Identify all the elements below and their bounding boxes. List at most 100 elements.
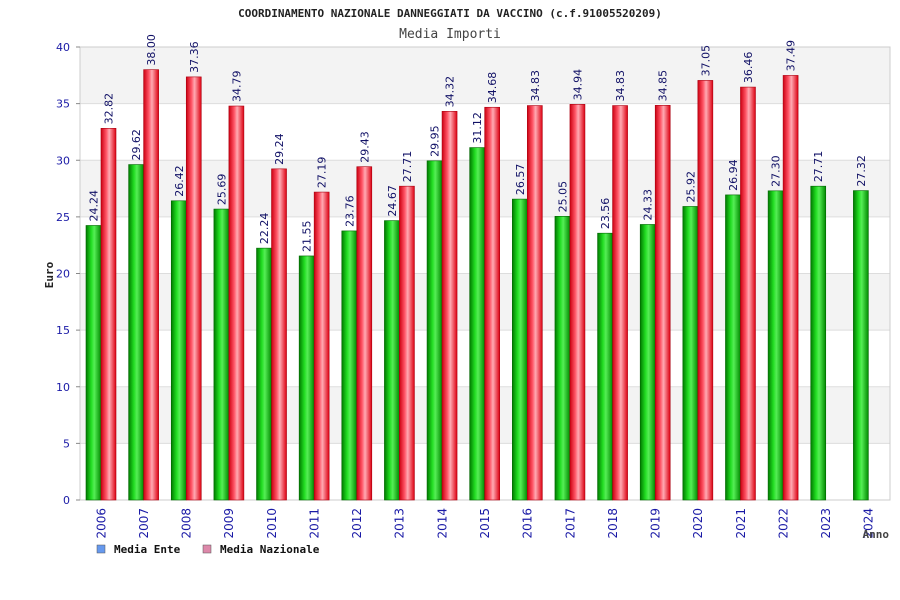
data-label: 26.42 bbox=[173, 165, 186, 197]
data-label: 25.92 bbox=[684, 171, 697, 203]
data-label: 36.46 bbox=[742, 52, 755, 84]
data-label: 23.56 bbox=[599, 198, 612, 230]
y-tick-label: 35 bbox=[56, 98, 70, 111]
data-label: 26.94 bbox=[727, 159, 740, 191]
y-tick-label: 5 bbox=[63, 437, 70, 450]
bar-media-nazionale-2017 bbox=[569, 104, 586, 501]
data-label: 27.32 bbox=[855, 155, 868, 187]
bar-media-nazionale-2019 bbox=[654, 105, 671, 501]
x-tick-label: 2007 bbox=[137, 508, 151, 539]
bar-media-ente-2008 bbox=[170, 200, 187, 501]
x-tick-label: 2021 bbox=[734, 508, 748, 539]
bar-media-nazionale-2020 bbox=[697, 80, 714, 501]
data-label: 25.05 bbox=[556, 181, 569, 213]
data-label: 34.32 bbox=[444, 76, 457, 108]
legend-label-media-nazionale: Media Nazionale bbox=[220, 543, 320, 556]
bar-media-nazionale-2013 bbox=[399, 185, 415, 501]
bar-media-nazionale-2018 bbox=[612, 105, 628, 501]
legend-swatch-media-nazionale bbox=[202, 544, 212, 554]
data-label: 26.57 bbox=[514, 164, 527, 196]
x-tick-label: 2016 bbox=[521, 508, 535, 539]
data-label: 22.24 bbox=[258, 213, 271, 245]
y-tick-label: 10 bbox=[56, 381, 70, 394]
bar-media-ente-2024 bbox=[853, 190, 869, 501]
data-label: 34.85 bbox=[657, 70, 670, 102]
bar-media-nazionale-2021 bbox=[740, 86, 756, 501]
data-label: 25.69 bbox=[215, 174, 228, 205]
x-tick-label: 2010 bbox=[265, 508, 279, 539]
bar-media-ente-2022 bbox=[767, 190, 784, 501]
bar-media-ente-2007 bbox=[128, 164, 144, 501]
bar-media-ente-2018 bbox=[597, 232, 613, 501]
data-label: 34.68 bbox=[486, 72, 499, 104]
bar-media-nazionale-2010 bbox=[271, 168, 287, 501]
legend-swatch-media-ente bbox=[96, 544, 106, 554]
legend: Media Ente Media Nazionale bbox=[96, 543, 320, 556]
x-tick-label: 2006 bbox=[94, 508, 108, 539]
bar-media-nazionale-2006 bbox=[100, 128, 117, 501]
bar-media-ente-2009 bbox=[213, 208, 230, 501]
bar-media-ente-2014 bbox=[426, 160, 443, 501]
bar-media-nazionale-2016 bbox=[527, 105, 543, 501]
bar-media-nazionale-2022 bbox=[782, 75, 799, 501]
y-tick-label: 25 bbox=[56, 211, 70, 224]
x-tick-label: 2018 bbox=[606, 508, 620, 539]
data-label: 23.76 bbox=[343, 195, 356, 227]
data-label: 37.05 bbox=[699, 45, 712, 77]
bar-media-ente-2013 bbox=[384, 220, 400, 501]
bars: 24.24 32.82 29.62 38.00 26.42 37.36 25.69 34.79… bbox=[85, 34, 869, 501]
y-tick-label: 0 bbox=[63, 494, 70, 507]
chart-title: COORDINAMENTO NAZIONALE DANNEGGIATI DA V… bbox=[238, 7, 662, 20]
data-label: 29.95 bbox=[429, 125, 442, 157]
bar-media-nazionale-2014 bbox=[441, 111, 458, 501]
data-label: 27.71 bbox=[401, 151, 414, 183]
x-axis: 2006 2007 2008 2009 2010 2011 2012 2013 2014 2015… bbox=[94, 508, 875, 539]
y-tick-label: 30 bbox=[56, 154, 70, 167]
data-label: 32.82 bbox=[103, 93, 116, 125]
data-label: 37.49 bbox=[785, 40, 798, 72]
data-label: 34.83 bbox=[614, 70, 627, 102]
x-tick-label: 2009 bbox=[222, 508, 236, 539]
data-label: 34.79 bbox=[230, 71, 243, 102]
data-label: 27.19 bbox=[316, 157, 329, 189]
x-tick-label: 2022 bbox=[776, 508, 790, 539]
bar-media-ente-2011 bbox=[298, 255, 315, 501]
data-label: 24.33 bbox=[642, 189, 655, 221]
x-tick-label: 2017 bbox=[563, 508, 577, 539]
x-tick-label: 2023 bbox=[819, 508, 833, 539]
x-tick-label: 2024 bbox=[862, 508, 876, 539]
bar-media-ente-2012 bbox=[341, 230, 358, 501]
y-tick-label: 20 bbox=[56, 268, 70, 281]
x-axis-label: Anno bbox=[863, 528, 890, 541]
bar-media-ente-2021 bbox=[725, 194, 741, 501]
data-label: 29.62 bbox=[130, 129, 143, 161]
bar-media-nazionale-2012 bbox=[356, 166, 373, 501]
data-label: 31.12 bbox=[471, 112, 484, 144]
data-label: 34.94 bbox=[571, 69, 584, 101]
y-axis: 0 5 10 15 20 25 30 35 40 bbox=[56, 41, 80, 507]
y-axis-label: Euro bbox=[43, 261, 56, 288]
data-label: 29.43 bbox=[358, 131, 371, 163]
data-label: 29.24 bbox=[273, 133, 286, 165]
bar-media-nazionale-2015 bbox=[484, 106, 500, 501]
data-label: 34.83 bbox=[529, 70, 542, 102]
data-label: 21.55 bbox=[301, 220, 314, 252]
y-tick-label: 40 bbox=[56, 41, 70, 54]
bar-media-nazionale-2008 bbox=[185, 76, 202, 501]
bar-media-ente-2016 bbox=[512, 198, 528, 501]
data-label: 24.67 bbox=[386, 185, 399, 217]
x-tick-label: 2008 bbox=[180, 508, 194, 539]
x-tick-label: 2020 bbox=[691, 508, 705, 539]
bar-media-ente-2023 bbox=[810, 185, 827, 501]
x-tick-label: 2012 bbox=[350, 508, 364, 539]
x-tick-label: 2014 bbox=[435, 508, 449, 539]
chart-subtitle: Media Importi bbox=[399, 27, 501, 42]
bar-media-ente-2017 bbox=[554, 216, 571, 501]
data-label: 37.36 bbox=[188, 41, 201, 73]
data-label: 27.71 bbox=[812, 151, 825, 183]
bar-media-ente-2020 bbox=[682, 206, 699, 501]
x-tick-label: 2015 bbox=[478, 508, 492, 539]
x-tick-label: 2019 bbox=[649, 508, 663, 539]
bar-media-nazionale-2009 bbox=[228, 105, 245, 501]
